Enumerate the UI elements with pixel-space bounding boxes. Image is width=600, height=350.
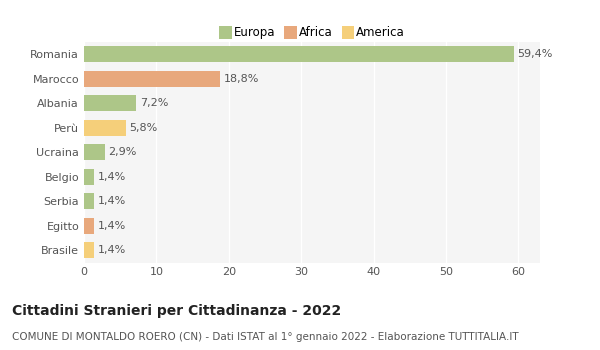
- Text: 59,4%: 59,4%: [518, 49, 553, 59]
- Text: 18,8%: 18,8%: [224, 74, 259, 84]
- Text: 7,2%: 7,2%: [140, 98, 168, 108]
- Bar: [84, 242, 94, 258]
- Legend: Europa, Africa, America: Europa, Africa, America: [215, 21, 409, 44]
- Bar: [84, 46, 514, 62]
- Text: 1,4%: 1,4%: [98, 221, 126, 231]
- Text: COMUNE DI MONTALDO ROERO (CN) - Dati ISTAT al 1° gennaio 2022 - Elaborazione TUT: COMUNE DI MONTALDO ROERO (CN) - Dati IST…: [12, 332, 518, 343]
- Text: 1,4%: 1,4%: [98, 245, 126, 255]
- Bar: [84, 95, 136, 111]
- Text: Cittadini Stranieri per Cittadinanza - 2022: Cittadini Stranieri per Cittadinanza - 2…: [12, 304, 341, 318]
- Text: 1,4%: 1,4%: [98, 172, 126, 182]
- Bar: [84, 120, 126, 136]
- Text: 5,8%: 5,8%: [130, 123, 158, 133]
- Bar: [84, 169, 94, 185]
- Text: 1,4%: 1,4%: [98, 196, 126, 206]
- Bar: [84, 71, 220, 87]
- Bar: [84, 144, 105, 160]
- Text: 2,9%: 2,9%: [109, 147, 137, 157]
- Bar: [84, 193, 94, 209]
- Bar: [84, 218, 94, 234]
